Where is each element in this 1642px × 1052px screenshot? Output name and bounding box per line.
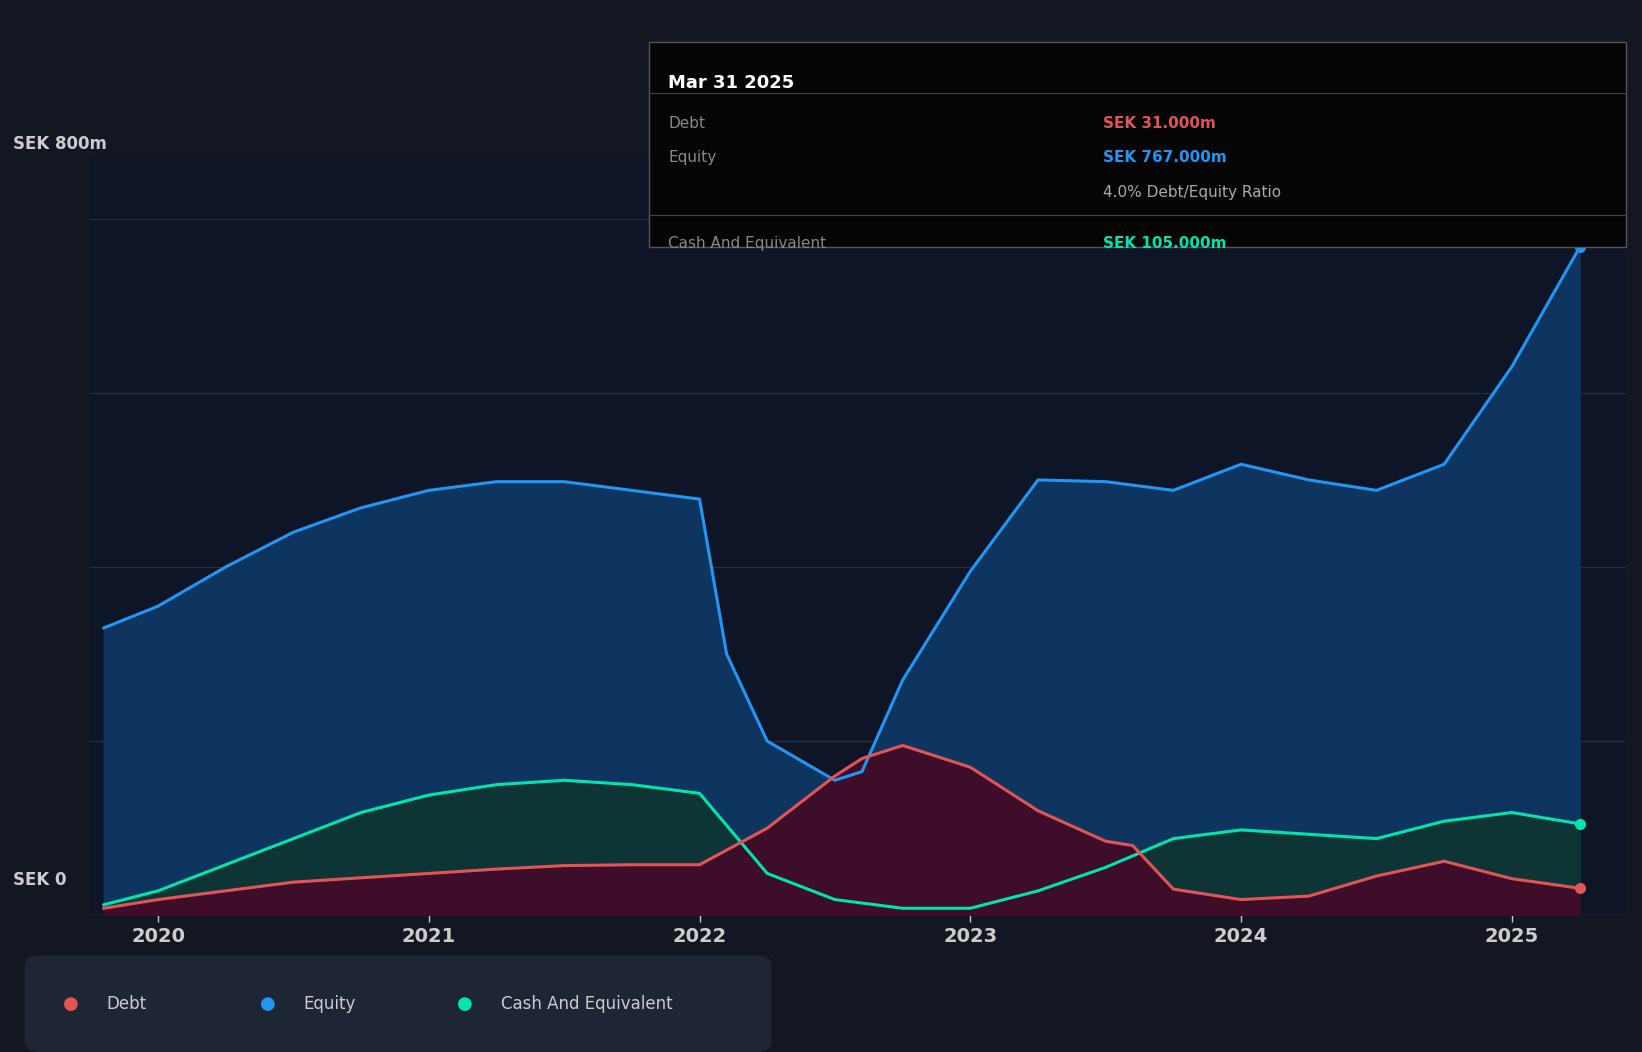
- Text: Cash And Equivalent: Cash And Equivalent: [668, 236, 826, 250]
- Text: Debt: Debt: [668, 116, 706, 130]
- Text: Debt: Debt: [107, 994, 146, 1013]
- Text: SEK 0: SEK 0: [13, 871, 67, 889]
- Text: ●: ●: [62, 994, 79, 1013]
- Text: ●: ●: [259, 994, 276, 1013]
- Text: Cash And Equivalent: Cash And Equivalent: [501, 994, 673, 1013]
- Text: SEK 31.000m: SEK 31.000m: [1103, 116, 1217, 130]
- Text: ●: ●: [456, 994, 473, 1013]
- Text: Mar 31 2025: Mar 31 2025: [668, 74, 795, 92]
- Text: SEK 800m: SEK 800m: [13, 135, 107, 153]
- Text: Equity: Equity: [304, 994, 356, 1013]
- Text: SEK 105.000m: SEK 105.000m: [1103, 236, 1227, 250]
- Text: SEK 767.000m: SEK 767.000m: [1103, 150, 1227, 165]
- Text: Equity: Equity: [668, 150, 716, 165]
- Text: 4.0% Debt/Equity Ratio: 4.0% Debt/Equity Ratio: [1103, 185, 1281, 200]
